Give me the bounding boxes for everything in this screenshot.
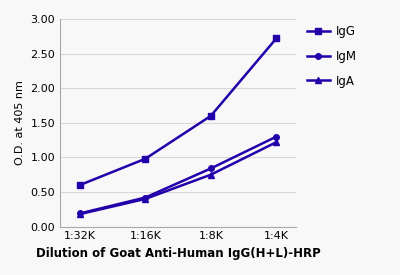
IgM: [78, 212, 82, 215]
IgA: [78, 213, 82, 216]
IgM: [143, 196, 148, 199]
IgG: [143, 157, 148, 160]
IgG: [78, 183, 82, 187]
IgG: [208, 114, 213, 117]
IgM: [208, 167, 213, 170]
IgG: [274, 37, 279, 40]
X-axis label: Dilution of Goat Anti-Human IgG(H+L)-HRP: Dilution of Goat Anti-Human IgG(H+L)-HRP: [36, 247, 320, 260]
Legend: IgG, IgM, IgA: IgG, IgM, IgA: [307, 25, 357, 87]
IgM: [274, 135, 279, 138]
Line: IgA: IgA: [77, 139, 279, 217]
Line: IgG: IgG: [77, 35, 279, 188]
IgA: [208, 173, 213, 176]
IgA: [143, 197, 148, 200]
IgA: [274, 141, 279, 144]
Y-axis label: O.D. at 405 nm: O.D. at 405 nm: [15, 80, 25, 165]
Line: IgM: IgM: [77, 134, 279, 216]
